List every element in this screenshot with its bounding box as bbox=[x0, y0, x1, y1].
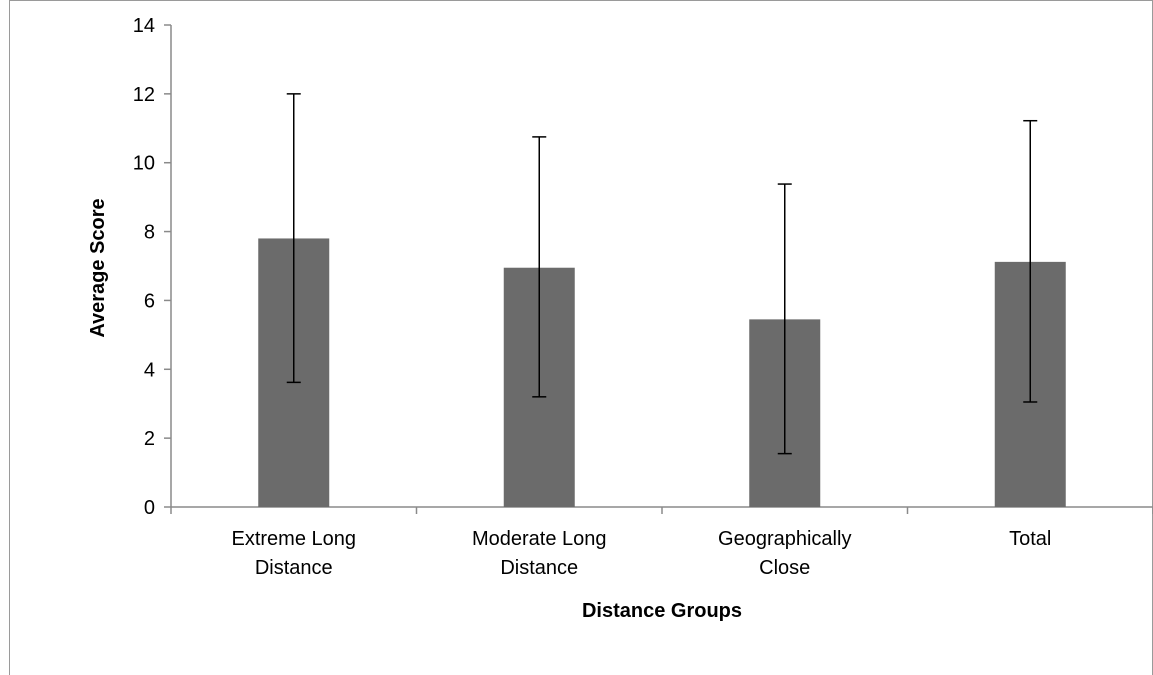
y-tick-label: 4 bbox=[144, 359, 155, 381]
chart-frame bbox=[9, 0, 1153, 675]
y-tick-label: 2 bbox=[144, 428, 155, 450]
y-tick-label: 12 bbox=[133, 84, 155, 106]
x-category-label-line: Close bbox=[759, 557, 810, 579]
x-category-label: Geographically Close bbox=[718, 528, 851, 579]
x-category-label-line: Geographically bbox=[718, 528, 851, 550]
x-category-label-line: Distance bbox=[500, 557, 578, 579]
x-axis-title: Distance Groups bbox=[582, 600, 742, 622]
x-category-label-line: Distance bbox=[255, 557, 333, 579]
x-category-label: Total bbox=[1009, 528, 1051, 550]
x-category-label: Extreme Long Distance bbox=[231, 528, 356, 579]
x-category-label: Moderate Long Distance bbox=[472, 528, 607, 579]
y-tick-label: 6 bbox=[144, 290, 155, 312]
x-category-label-line: Extreme Long bbox=[231, 528, 356, 550]
x-category-label-line: Total bbox=[1009, 528, 1051, 550]
x-category-label-line: Moderate Long bbox=[472, 528, 607, 550]
y-tick-label: 14 bbox=[133, 15, 155, 37]
y-tick-label: 8 bbox=[144, 222, 155, 244]
y-axis-title: Average Score bbox=[87, 198, 109, 337]
y-tick-label: 10 bbox=[133, 153, 155, 175]
y-tick-label: 0 bbox=[144, 497, 155, 519]
